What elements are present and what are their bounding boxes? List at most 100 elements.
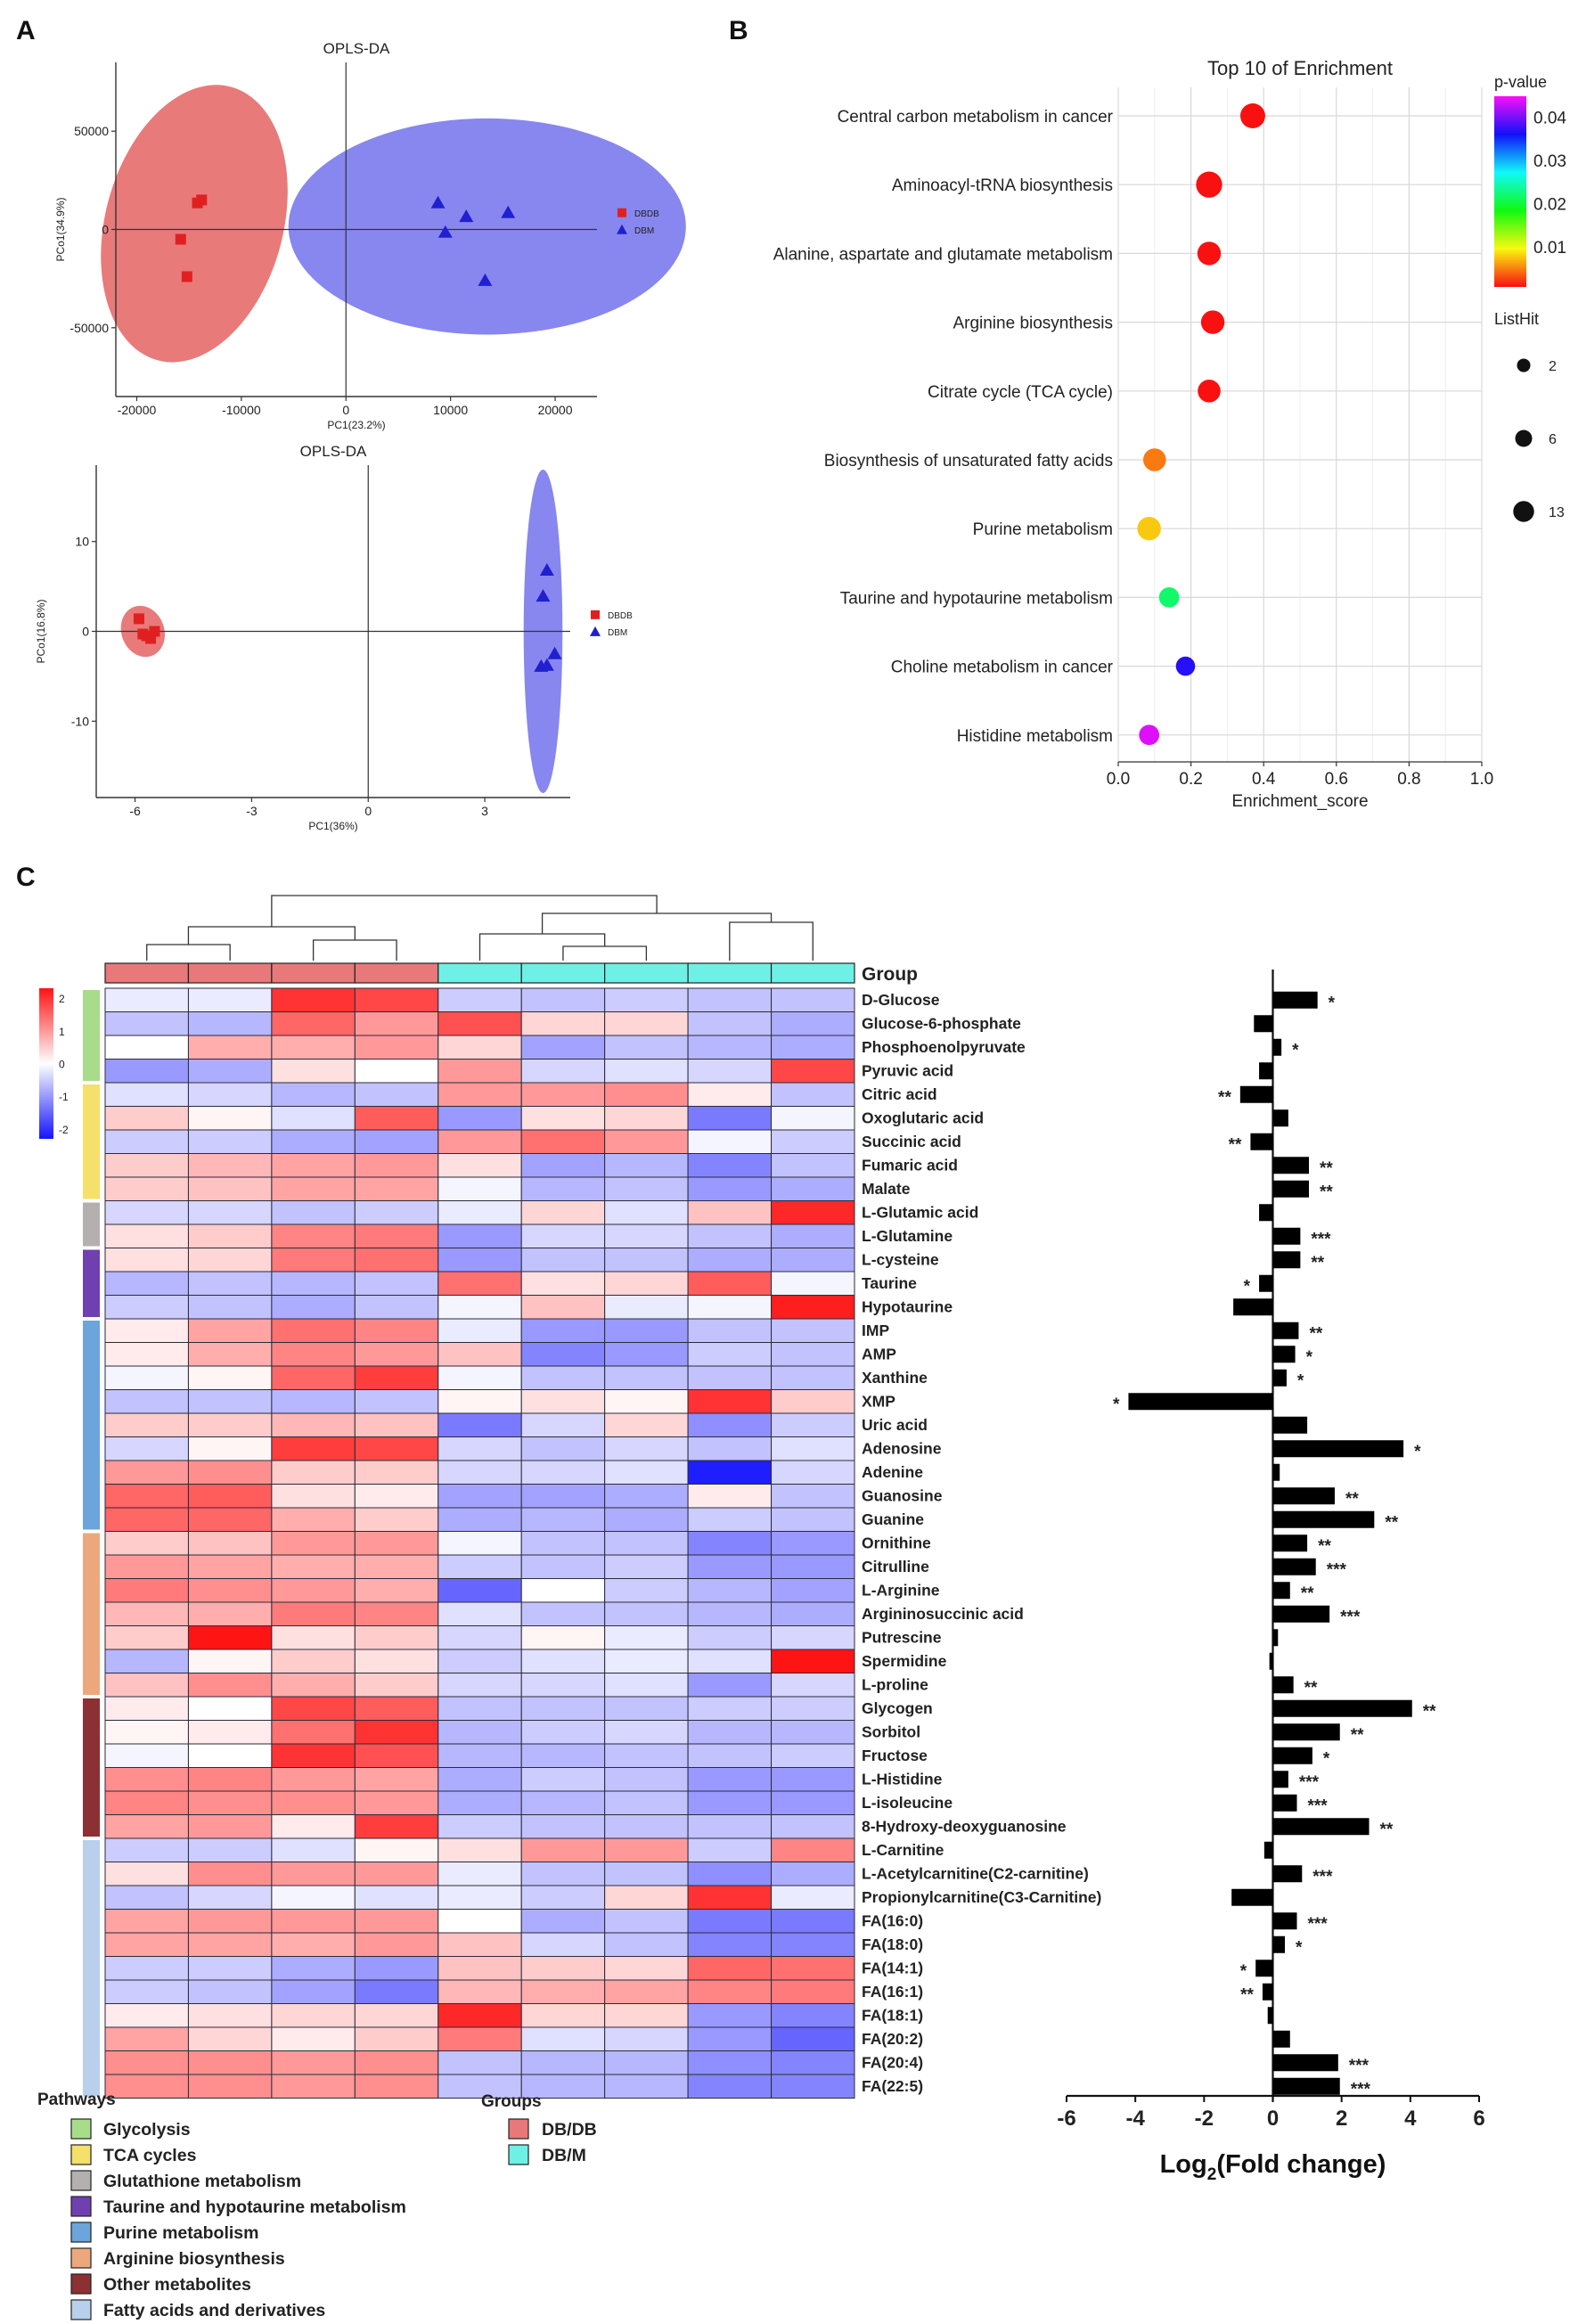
c-heatmap-cell — [187, 2050, 273, 2075]
c-heatmap-cell — [604, 1979, 689, 2004]
c-heatmap-cell — [604, 1318, 689, 1343]
c-heatmap-cell — [271, 1743, 356, 1768]
c-heatmap-cell — [771, 1743, 855, 1768]
c-color-scale-tick: 1 — [59, 1026, 65, 1038]
c-heatmap-cell — [187, 1271, 273, 1296]
c-foldchange-bar — [1272, 1676, 1294, 1694]
c-heatmap-cell — [187, 1011, 273, 1036]
b-size-legend-dot — [1513, 501, 1534, 522]
c-heatmap-cell — [354, 1743, 439, 1768]
c-heatmap-cell — [604, 2026, 689, 2051]
c-group-cell — [770, 962, 855, 984]
c-heatmap-cell — [187, 1743, 273, 1768]
c-significance-mark: * — [1297, 1371, 1304, 1390]
a-bottom-legend-marker — [590, 626, 601, 636]
c-heatmap-cell — [104, 1248, 189, 1272]
a-bottom-legend-label: DBDB — [608, 611, 633, 621]
b-point — [1175, 656, 1196, 676]
c-heatmap-cell — [604, 1035, 689, 1060]
c-significance-mark: * — [1329, 994, 1336, 1012]
c-heatmap-cell — [104, 1484, 189, 1509]
b-pathway-label: Biosynthesis of unsaturated fatty acids — [824, 452, 1113, 471]
c-heatmap-cell — [271, 1862, 356, 1886]
c-heatmap-cell — [354, 1862, 439, 1886]
c-heatmap-cell — [187, 1295, 273, 1320]
a-bottom-xlabel: PC1(36%) — [308, 820, 357, 832]
c-heatmap-cell — [604, 1223, 689, 1248]
c-heatmap-cell — [520, 1790, 606, 1815]
c-heatmap-cell — [604, 1862, 689, 1886]
c-heatmap-cell — [687, 1176, 773, 1201]
c-heatmap-cell — [687, 1909, 773, 1934]
c-heatmap-cell — [271, 1814, 356, 1839]
b-pathway-label: Aminoacyl-tRNA biosynthesis — [892, 176, 1113, 195]
c-heatmap-cell — [520, 2074, 606, 2099]
c-heatmap-cell — [354, 1082, 439, 1107]
c-heatmap-cell — [771, 1295, 855, 1320]
c-heatmap-cell — [687, 1082, 773, 1107]
c-foldchange-bar — [1255, 1960, 1273, 1977]
c-heatmap-cell — [771, 1601, 855, 1626]
c-heatmap-cell — [187, 1342, 273, 1367]
a-top-xtick-label: 20000 — [538, 403, 573, 417]
c-heatmap-cell — [437, 1318, 522, 1343]
b-colorbar-tick: 0.02 — [1533, 196, 1566, 215]
c-heatmap-cell — [437, 1223, 522, 1248]
c-heatmap-cell — [771, 1767, 855, 1792]
c-heatmap-cell — [271, 1412, 356, 1437]
c-heatmap-cell — [104, 1460, 189, 1485]
c-heatmap-cell — [520, 1271, 606, 1296]
b-size-legend-label: 6 — [1549, 432, 1557, 447]
c-pathway-bar — [83, 1084, 100, 1199]
c-foldchange-bar — [1128, 1393, 1273, 1411]
c-heatmap-cell — [771, 2050, 855, 2075]
c-heatmap-cell — [437, 1956, 522, 1981]
c-foldchange-bar — [1272, 1416, 1308, 1434]
c-foldchange-bar — [1272, 1346, 1296, 1363]
c-heatmap-cell — [604, 1106, 689, 1131]
c-heatmap-cell — [437, 1106, 522, 1131]
c-heatmap-cell — [271, 2074, 356, 2099]
c-heatmap-cell — [187, 1909, 273, 1934]
c-heatmap-cell — [104, 1531, 189, 1556]
panel-letter-a: A — [16, 16, 36, 45]
c-foldchange-bar — [1262, 1983, 1273, 2001]
c-heatmap-cell — [604, 2003, 689, 2028]
c-row-label: Guanine — [862, 1510, 924, 1528]
c-heatmap-cell — [104, 1129, 189, 1154]
c-row-label: FA(18:1) — [862, 2007, 923, 2025]
c-significance-mark: ** — [1318, 1537, 1331, 1556]
c-foldchange-bar — [1272, 1723, 1340, 1741]
c-heatmap-cell — [104, 1578, 189, 1603]
c-heatmap-cell — [271, 1837, 356, 1862]
c-heatmap-cell — [687, 1035, 773, 1060]
c-significance-mark: ** — [1311, 1254, 1324, 1272]
c-heatmap-cell — [187, 1554, 273, 1579]
c-pathway-legend-label: TCA cycles — [103, 2146, 197, 2165]
c-heatmap-cell — [520, 1082, 606, 1107]
c-heatmap-cell — [604, 1743, 689, 1768]
c-heatmap-cell — [271, 1436, 356, 1461]
c-heatmap-cell — [604, 1554, 689, 1579]
c-heatmap-cell — [271, 1011, 356, 1036]
c-heatmap-cell — [187, 1176, 273, 1201]
c-row-label: Glucose-6-phosphate — [862, 1015, 1021, 1033]
c-heatmap-cell — [104, 987, 189, 1012]
c-heatmap-cell — [354, 1696, 439, 1721]
a-top-legend-marker — [617, 224, 627, 234]
c-foldchange-bar — [1250, 1133, 1273, 1150]
c-row-label: Uric acid — [862, 1416, 928, 1434]
c-heatmap-cell — [271, 1176, 356, 1201]
c-row-label: L-isoleucine — [862, 1794, 953, 1812]
a-top-ellipse-dbdb — [101, 85, 288, 363]
c-heatmap-cell — [104, 1365, 189, 1390]
c-heatmap-cell — [354, 1176, 439, 1201]
c-heatmap-cell — [687, 1814, 773, 1839]
c-heatmap-cell — [520, 1554, 606, 1579]
c-row-label: Fructose — [862, 1747, 928, 1764]
c-heatmap-cell — [437, 1035, 522, 1060]
c-foldchange-bar — [1272, 1038, 1282, 1056]
c-heatmap-cell — [604, 1767, 689, 1792]
c-heatmap-cell — [604, 1082, 689, 1107]
c-heatmap-cell — [437, 1295, 522, 1320]
